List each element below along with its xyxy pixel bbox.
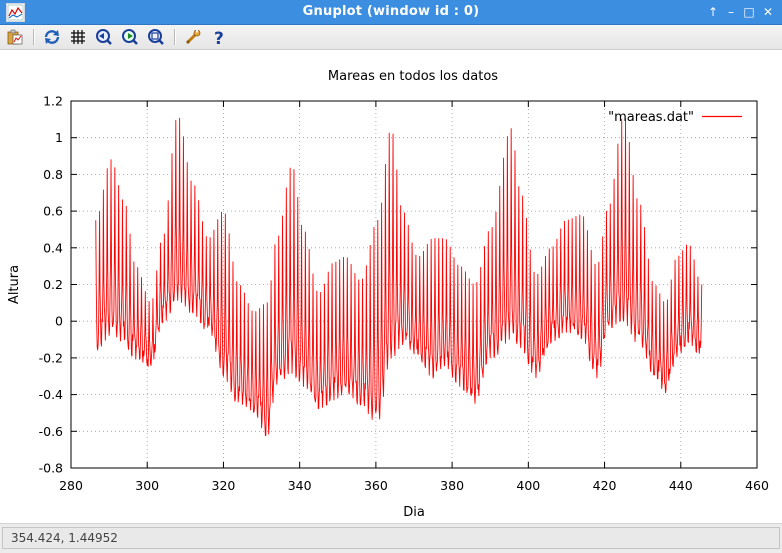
chart-grid [71, 101, 757, 468]
zoom-next-icon [122, 29, 138, 45]
svg-text:?: ? [214, 29, 224, 46]
status-bar: 354.424, 1.44952 [0, 523, 782, 553]
legend-entry-label: "mareas.dat" [608, 110, 694, 125]
toggle-grid-button[interactable] [68, 27, 88, 47]
x-tick-label: 300 [135, 478, 159, 493]
close-button[interactable]: ✕ [762, 5, 774, 19]
y-tick-label: 1.2 [43, 94, 63, 109]
tide-chart: Mareas en todos los datos 280 300 320 340 36… [7, 69, 769, 520]
x-tick-label: 320 [212, 478, 236, 493]
x-tick-label: 420 [593, 478, 617, 493]
y-tick-label: 0.4 [43, 240, 63, 255]
y-tick-label: -0.8 [39, 461, 63, 476]
previous-zoom-button[interactable] [94, 27, 114, 47]
x-axis-label: Dia [403, 505, 425, 520]
wrench-icon [186, 29, 201, 44]
clipboard-icon [7, 29, 23, 45]
title-bar: Gnuplot (window id : 0) ↑ – □ ✕ [0, 0, 782, 25]
status-field: 354.424, 1.44952 [2, 527, 780, 549]
chart-axes: 280 300 320 340 360 380 400 420 440 460 -0.8 -0.6 -0… [39, 94, 769, 494]
x-tick-label: 340 [288, 478, 312, 493]
toolbar-separator [174, 29, 176, 45]
y-tick-label: -0.4 [39, 387, 63, 402]
y-axis-label: Altura [7, 265, 22, 304]
help-button[interactable]: ? [209, 27, 229, 47]
x-tick-label: 380 [440, 478, 464, 493]
chart-legend: "mareas.dat" [608, 110, 742, 125]
x-tick-label: 460 [745, 478, 769, 493]
y-tick-label: 0.8 [43, 167, 63, 182]
y-tick-label: -0.6 [39, 424, 63, 439]
y-tick-label: 1 [55, 130, 63, 145]
toolbar: ? [0, 25, 782, 50]
mouse-coordinates: 354.424, 1.44952 [11, 531, 118, 545]
minimize-button[interactable]: – [728, 5, 734, 19]
replot-icon [44, 30, 60, 44]
next-zoom-button[interactable] [120, 27, 140, 47]
plot-frame [70, 100, 758, 469]
replot-button[interactable] [42, 27, 62, 47]
x-tick-label: 440 [669, 478, 693, 493]
chart-data-area [95, 117, 703, 437]
y-tick-label: 0.2 [43, 277, 63, 292]
toolbar-separator [33, 29, 35, 45]
help-icon: ? [214, 29, 224, 46]
autoscale-button[interactable] [146, 27, 166, 47]
x-tick-label: 360 [364, 478, 388, 493]
window-title: Gnuplot (window id : 0) [302, 4, 480, 19]
plot-canvas[interactable]: Mareas en todos los datos 280 300 320 340 36… [0, 50, 782, 523]
x-tick-label: 400 [516, 478, 540, 493]
keep-above-button[interactable]: ↑ [707, 5, 719, 19]
zoom-previous-icon [96, 29, 112, 45]
zoom-autoscale-icon [148, 29, 164, 45]
series-line-mareas [95, 117, 703, 437]
chart-title: Mareas en todos los datos [328, 69, 498, 84]
y-tick-label: 0 [55, 314, 63, 329]
copy-to-clipboard-button[interactable] [5, 27, 25, 47]
settings-button[interactable] [183, 27, 203, 47]
y-tick-label: 0.6 [43, 204, 63, 219]
y-tick-label: -0.2 [39, 350, 63, 365]
gnuplot-app-icon[interactable] [6, 3, 25, 22]
maximize-button[interactable]: □ [743, 5, 755, 19]
grid-icon [71, 30, 85, 44]
x-tick-label: 280 [59, 478, 83, 493]
